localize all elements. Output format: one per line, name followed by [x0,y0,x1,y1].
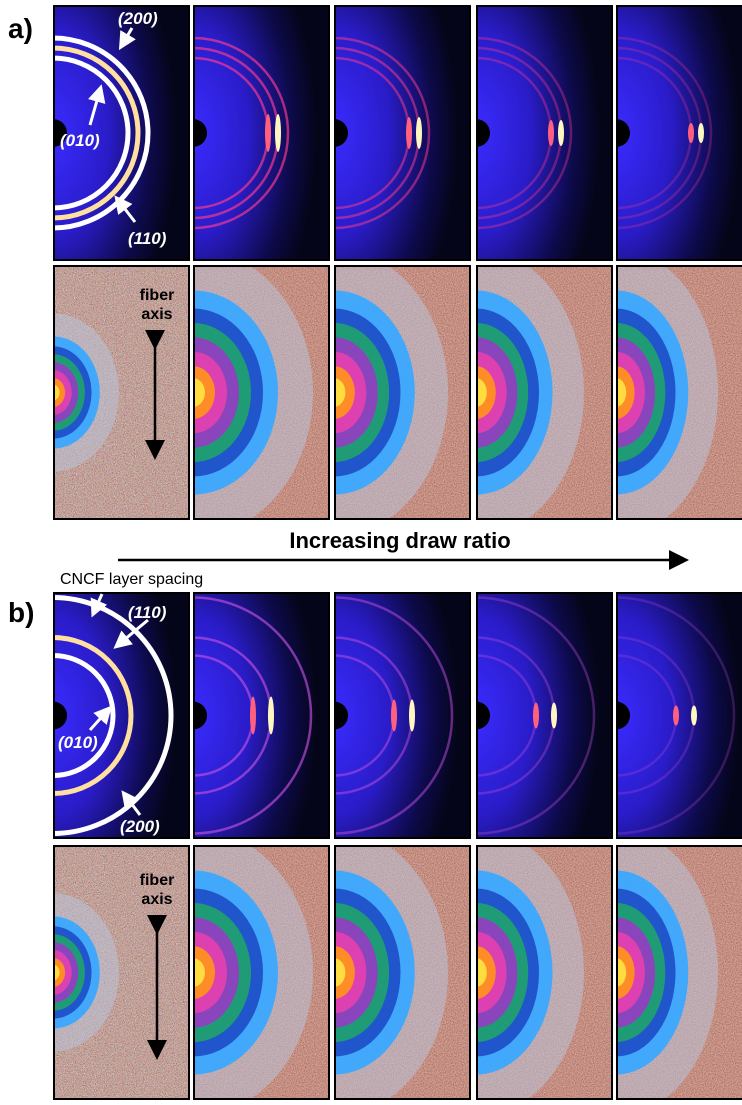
page: {"panel_a":{"label":"a)","diffraction_la… [0,0,742,1105]
arrow-label: Increasing draw ratio [289,528,510,553]
fiber-axis-label: fiber [140,287,175,304]
diffraction-pattern [320,5,471,261]
panels [0,5,742,1105]
diffraction-pattern [462,5,613,261]
diffraction-pattern [320,592,471,839]
diffraction-pattern [602,592,742,839]
diffraction-label: (110) [128,603,167,622]
diffraction-pattern [462,592,613,839]
diffraction-label: (200) [120,817,160,836]
diffraction-pattern [602,5,742,261]
diffraction-label: (010) [58,733,98,752]
fiber-axis-label: axis [141,891,172,908]
panel-label: b) [8,597,34,628]
fiber-axis-label: axis [141,306,172,323]
diffraction-label: (010) [60,131,100,150]
figure: a) (200) (010) (110) fiber axis Increasi… [0,0,742,1105]
panel-label: a) [8,13,33,44]
diffraction-pattern [179,592,330,839]
diffraction-pattern [39,592,190,839]
fiber-axis-label: fiber [140,872,175,889]
layer-label: CNCF layer spacing [60,571,203,588]
diffraction-label: (110) [128,229,167,248]
diffraction-label: (200) [118,9,158,28]
diffraction-pattern [179,5,330,261]
